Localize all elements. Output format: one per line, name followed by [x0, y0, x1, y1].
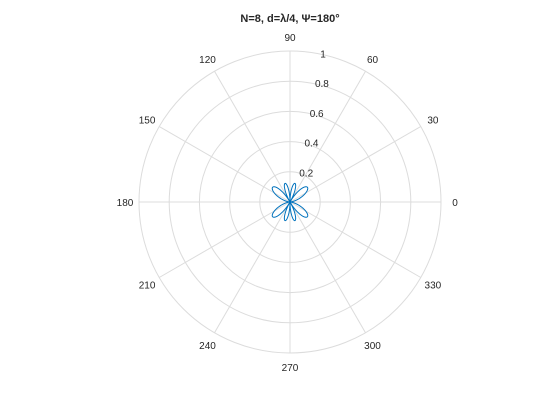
r-tick-label: 0.4 [304, 139, 318, 150]
r-tick-label: 0.6 [310, 109, 324, 120]
theta-grid-spoke [158, 126, 291, 203]
theta-tick-label: 60 [367, 55, 379, 66]
r-tick-label: 1 [320, 49, 326, 60]
theta-tick-label: 210 [139, 281, 156, 292]
theta-grid-spoke [289, 70, 366, 203]
theta-tick-label: 30 [427, 116, 439, 127]
data-layer [271, 182, 309, 222]
theta-grid-spoke [289, 201, 366, 334]
theta-tick-label: 240 [199, 341, 216, 352]
theta-tick-label: 180 [117, 198, 134, 209]
theta-grid-spoke [158, 201, 291, 278]
theta-tick-label: 150 [139, 116, 156, 127]
theta-grid-spoke [214, 70, 291, 203]
theta-grid-spoke [289, 201, 422, 278]
theta-tick-label: 300 [364, 341, 381, 352]
tick-labels: 0 30 60 90 120 150 180 210 240 270 300 330 0.2 0.4 0.6… [117, 33, 459, 374]
array-factor-trace [271, 182, 309, 222]
theta-tick-label: 270 [282, 363, 299, 374]
r-tick-label: 0.8 [315, 79, 329, 90]
theta-tick-label: 0 [452, 198, 458, 209]
theta-grid-spoke [214, 201, 291, 334]
r-tick-label: 0.2 [299, 168, 313, 179]
chart-title: N=8, d=λ/4, Ψ=180° [240, 13, 339, 25]
theta-tick-label: 120 [199, 55, 216, 66]
theta-tick-label: 330 [425, 281, 442, 292]
theta-tick-label: 90 [284, 33, 296, 44]
polar-grid [138, 50, 442, 354]
theta-grid-spoke [289, 126, 422, 203]
